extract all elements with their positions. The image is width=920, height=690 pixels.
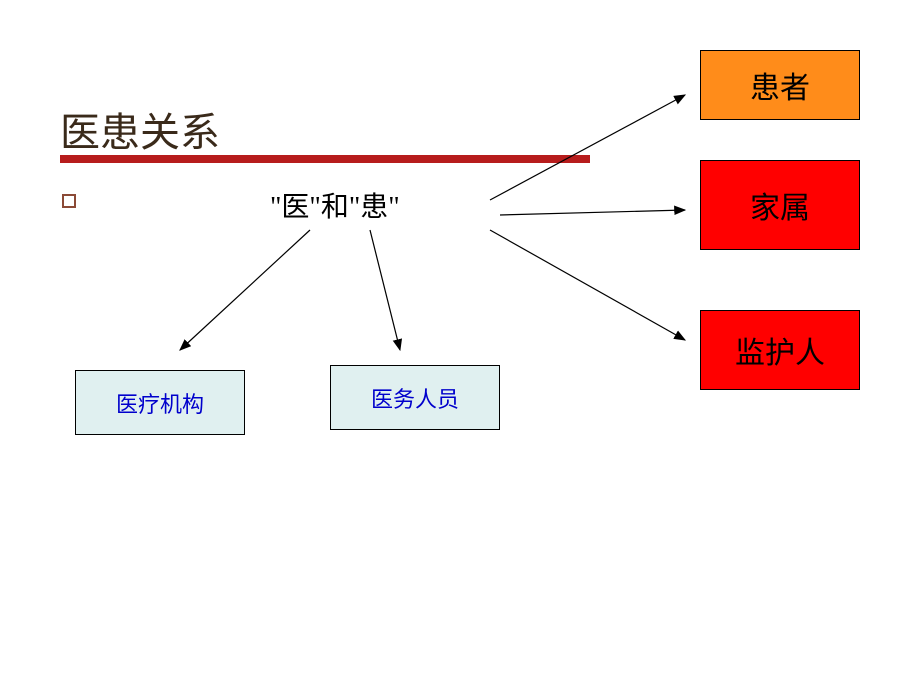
node-guardian: 监护人 <box>700 310 860 390</box>
node-patient: 患者 <box>700 50 860 120</box>
node-family: 家属 <box>700 160 860 250</box>
node-institution: 医疗机构 <box>75 370 245 435</box>
node-staff: 医务人员 <box>330 365 500 430</box>
slide-subtitle: "医"和"患" <box>270 185 400 225</box>
slide-title: 医患关系 <box>60 100 220 158</box>
bullet-icon <box>62 194 76 208</box>
title-underline <box>60 155 590 163</box>
